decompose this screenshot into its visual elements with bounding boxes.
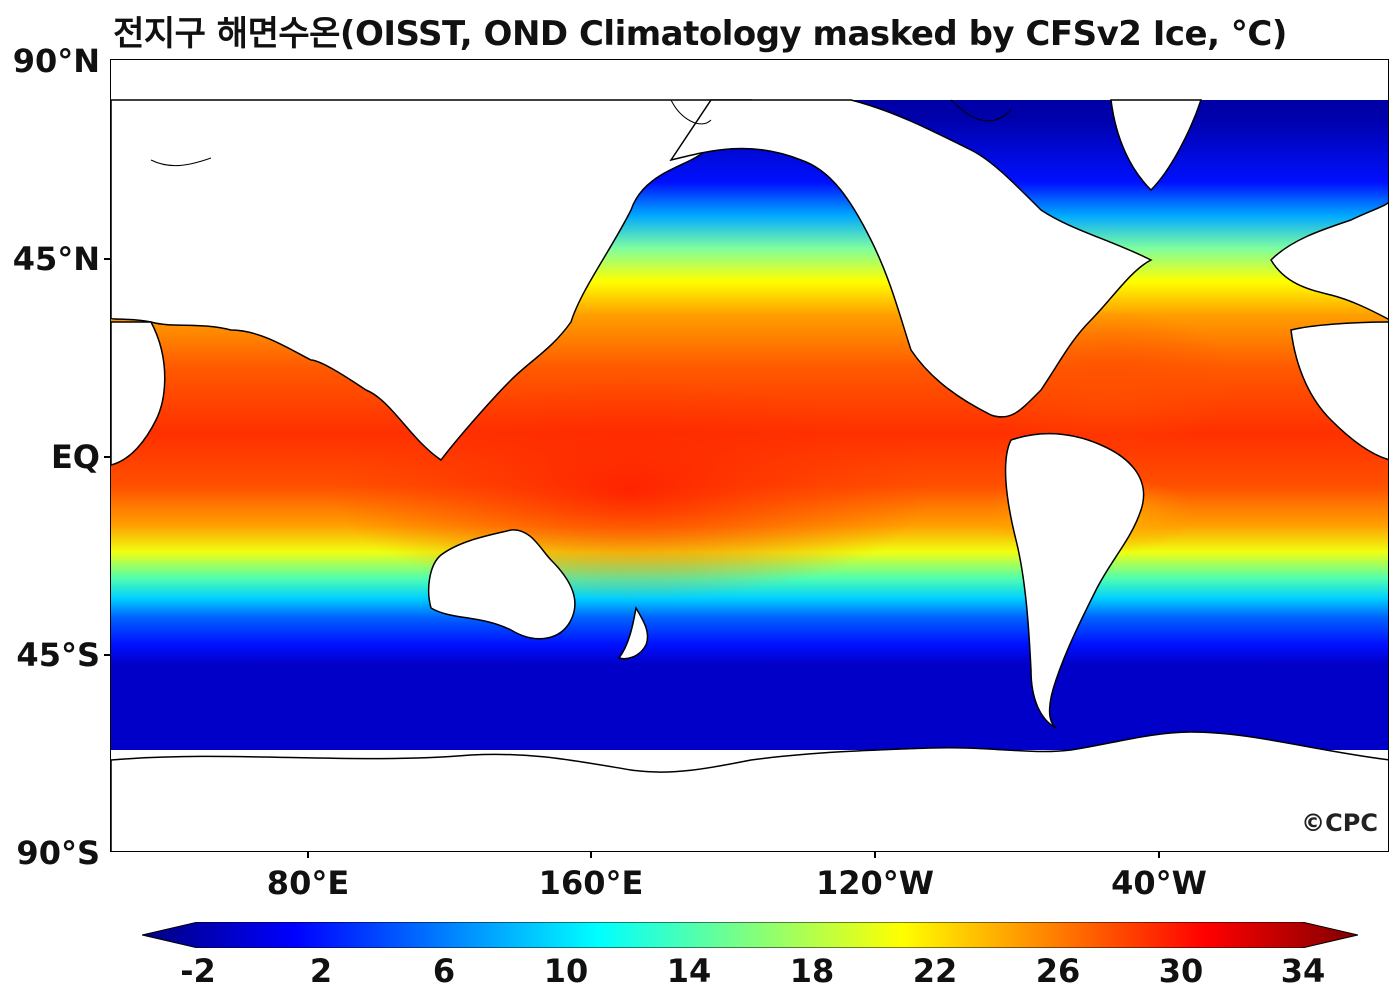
lat-tick xyxy=(104,456,110,458)
land-east-africa xyxy=(111,321,166,466)
lat-label-90n: 90°N xyxy=(12,42,100,80)
land-greenland xyxy=(1110,99,1203,192)
lon-label-160e: 160°E xyxy=(538,864,644,902)
sst-map: ©CPC xyxy=(110,59,1389,852)
lon-tick xyxy=(874,852,876,858)
land-north-america xyxy=(669,99,1153,418)
lon-label-120w: 120°W xyxy=(815,864,935,902)
lat-tick xyxy=(104,654,110,656)
colorbar-tick: 30 xyxy=(1158,952,1204,990)
map-title: 전지구 해면수온(OISST, OND Climatology masked b… xyxy=(113,14,1287,54)
lon-label-80e: 80°E xyxy=(266,864,350,902)
colorbar-tick: -2 xyxy=(180,952,216,990)
colorbar xyxy=(142,922,1358,948)
colorbar-bar xyxy=(142,922,1358,948)
sst-map-svg xyxy=(111,60,1388,851)
colorbar-tick: 34 xyxy=(1280,952,1326,990)
lat-label-45n: 45°N xyxy=(12,240,100,278)
colorbar-tick: 14 xyxy=(666,952,712,990)
lon-tick xyxy=(590,852,592,858)
lon-tick xyxy=(307,852,309,858)
colorbar-tick: 6 xyxy=(432,952,456,990)
land-new-zealand xyxy=(617,605,649,660)
colorbar-tick: 2 xyxy=(309,952,333,990)
lon-label-40w: 40°W xyxy=(1111,864,1207,902)
land-europe xyxy=(1270,201,1388,320)
land-west-africa xyxy=(1290,321,1388,461)
colorbar-tick: 26 xyxy=(1035,952,1081,990)
cpc-logo: ©CPC xyxy=(1301,809,1378,837)
antarctica xyxy=(111,731,1388,851)
lat-label-eq: EQ xyxy=(50,438,100,476)
colorbar-tick: 18 xyxy=(789,952,835,990)
colorbar-tick: 22 xyxy=(912,952,958,990)
colorbar-tick: 10 xyxy=(543,952,589,990)
land-australia xyxy=(428,529,576,640)
lat-label-90s: 90°S xyxy=(16,834,100,872)
land-south-america xyxy=(1004,432,1145,729)
land-africa-eurasia xyxy=(111,99,753,462)
lat-tick xyxy=(104,258,110,260)
coastline-detail xyxy=(150,99,1012,167)
lat-label-45s: 45°S xyxy=(16,636,100,674)
arctic-mask xyxy=(111,60,1388,100)
lon-tick xyxy=(1158,852,1160,858)
